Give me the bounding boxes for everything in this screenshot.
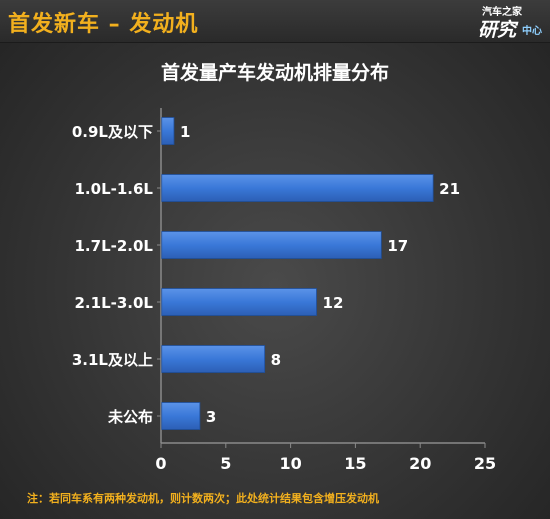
x-tick-label: 0	[155, 454, 166, 473]
bar	[161, 288, 317, 316]
value-label: 1	[180, 123, 190, 141]
autohome-research-logo: 汽车之家 研究 中心	[462, 3, 542, 41]
bar	[161, 402, 201, 430]
value-label: 12	[323, 294, 344, 312]
header-bar: 首发新车 – 发动机 汽车之家 研究 中心	[0, 0, 550, 43]
category-label: 3.1L及以上	[72, 351, 153, 369]
logo-main-text: 研究	[477, 19, 516, 41]
chart-title: 首发量产车发动机排量分布	[160, 62, 389, 84]
logo-top-text: 汽车之家	[482, 7, 522, 18]
category-label: 未公布	[107, 408, 153, 426]
value-label: 17	[387, 237, 408, 255]
page-title: 首发新车 – 发动机	[8, 12, 199, 37]
value-label: 3	[206, 408, 216, 426]
value-label: 21	[439, 180, 460, 198]
x-tick-label: 15	[344, 454, 366, 473]
x-tick-label: 5	[220, 454, 231, 473]
footnote: 注：若同车系有两种发动机，则计数两次；此处统计结果包含增压发动机	[27, 492, 379, 505]
bar	[161, 117, 175, 145]
bar	[161, 231, 382, 259]
category-label: 1.7L-2.0L	[75, 237, 154, 255]
x-tick-label: 10	[279, 454, 301, 473]
bar	[161, 345, 266, 373]
bar	[161, 174, 434, 202]
x-tick-label: 25	[474, 454, 496, 473]
category-label: 2.1L-3.0L	[75, 294, 154, 312]
logo-sub-text: 中心	[522, 26, 542, 37]
category-label: 0.9L及以下	[72, 123, 153, 141]
x-tick-label: 20	[409, 454, 431, 473]
category-label: 1.0L-1.6L	[75, 180, 154, 198]
value-label: 8	[271, 351, 281, 369]
